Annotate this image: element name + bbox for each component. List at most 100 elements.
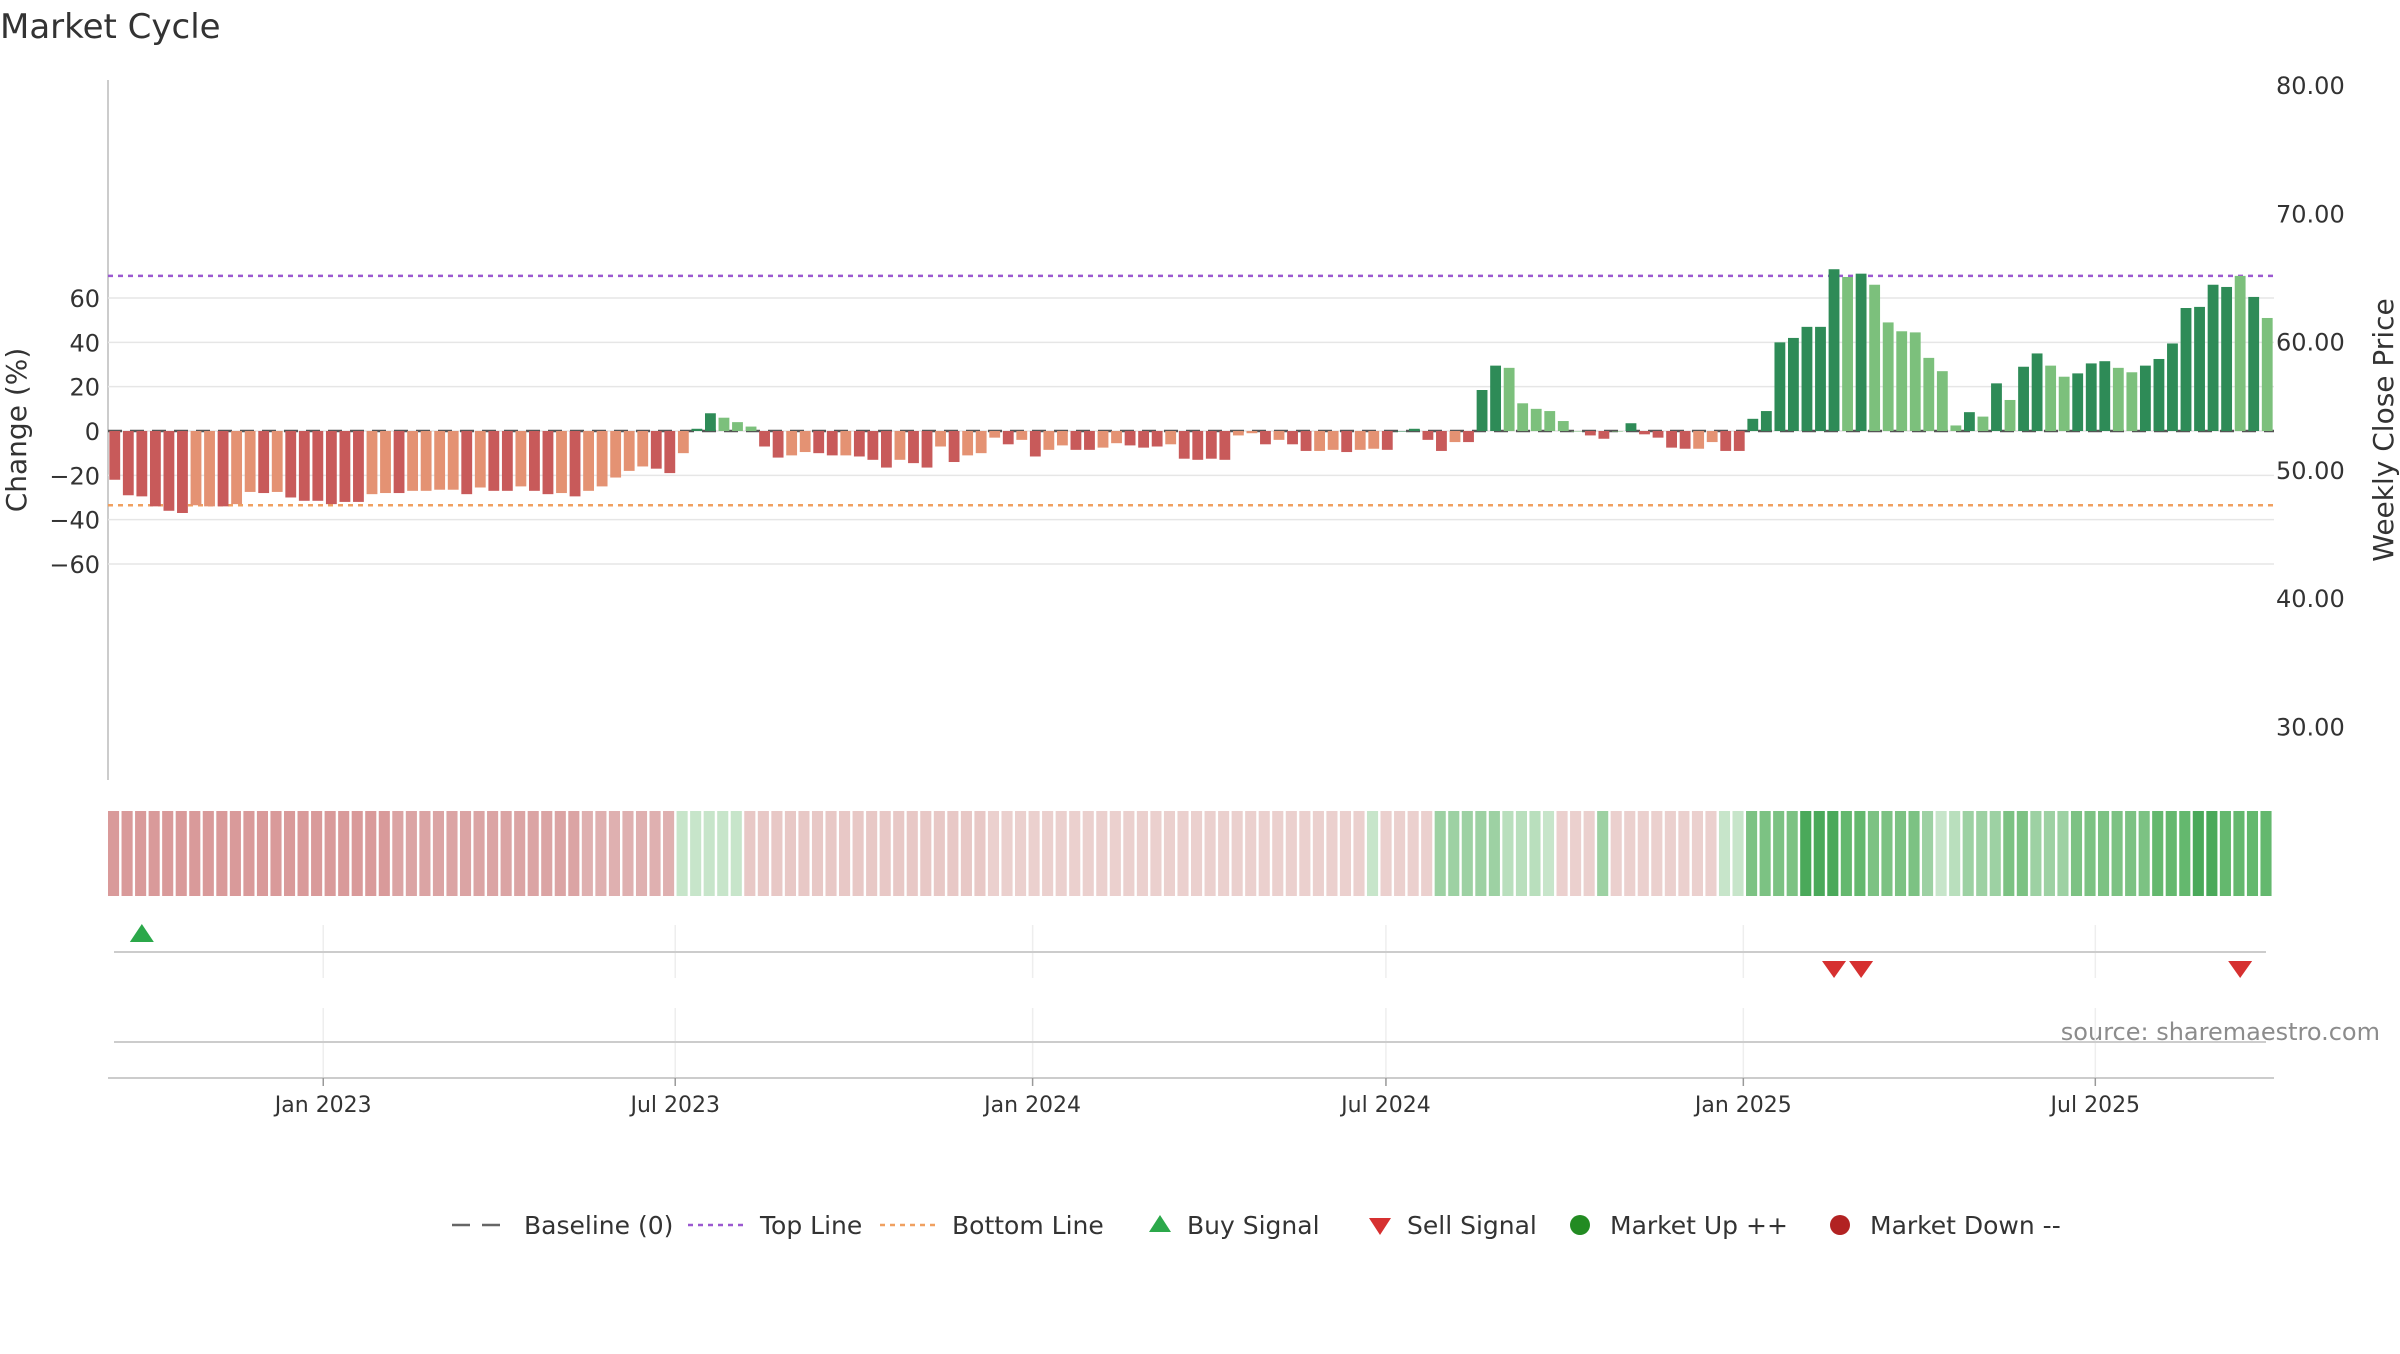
heat-strip-cell (297, 811, 309, 896)
heat-strip (108, 811, 2272, 896)
heat-strip-cell (622, 811, 634, 896)
heat-strip-cell (1042, 811, 1054, 896)
change-bar (1314, 431, 1326, 451)
change-bar (461, 431, 473, 495)
change-bar (786, 431, 798, 456)
change-bar (1977, 416, 1989, 431)
change-bar (569, 431, 581, 497)
heat-strip-cell (1177, 811, 1189, 896)
heat-strip-cell (1258, 811, 1270, 896)
heat-strip-cell (1597, 811, 1609, 896)
heat-strip-cell (595, 811, 607, 896)
change-bar (393, 431, 405, 494)
heat-strip-cell (2192, 811, 2204, 896)
heat-strip-cell (798, 811, 810, 896)
reference-lines (108, 274, 2274, 507)
y-tick-label: −20 (49, 462, 100, 490)
legend-label: Market Up ++ (1610, 1211, 1788, 1240)
change-bar (732, 422, 743, 431)
heat-strip-cell (135, 811, 147, 896)
change-bar (1963, 412, 1975, 431)
change-bar (975, 431, 987, 454)
change-bar (325, 431, 337, 505)
heat-strip-cell (784, 811, 796, 896)
heat-strip-cell (1218, 811, 1230, 896)
heat-strip-cell (270, 811, 282, 896)
change-bar (204, 431, 215, 507)
change-bar (231, 431, 243, 505)
change-bar (921, 431, 933, 468)
y2-tick-label: 40.00 (2276, 585, 2345, 613)
heat-strip-cell (690, 811, 702, 896)
heat-strip-cell (473, 811, 485, 896)
change-bar (2194, 306, 2205, 431)
heat-strip-cell (2125, 811, 2137, 896)
y2-tick-label: 80.00 (2276, 72, 2345, 100)
heat-strip-cell (500, 811, 512, 896)
change-bar (1341, 431, 1353, 453)
signal-panel (114, 924, 2266, 1078)
change-bar (1747, 418, 1759, 431)
x-tick-label: Jan 2025 (1693, 1093, 1792, 1118)
change-bar (177, 431, 188, 513)
heat-strip-cell (974, 811, 986, 896)
heat-strip-cell (338, 811, 350, 896)
change-bar (745, 426, 757, 431)
change-bar (122, 431, 134, 496)
heat-strip-cell (2219, 811, 2231, 896)
heat-strip-cell (1421, 811, 1433, 896)
heat-strip-cell (1434, 811, 1446, 896)
change-bar (1693, 431, 1705, 449)
grid-lines (107, 80, 2274, 780)
heat-strip-cell (256, 811, 269, 896)
change-bar (1530, 408, 1542, 431)
change-bar (1368, 431, 1380, 449)
change-bar (1571, 431, 1583, 432)
heat-strip-cell (1515, 811, 1527, 896)
heat-strip-cell (852, 811, 864, 896)
heat-strip-cell (1759, 811, 1771, 896)
heat-strip-cell (2003, 811, 2015, 896)
legend-label: Baseline (0) (524, 1211, 673, 1240)
heat-strip-cell (839, 811, 851, 896)
change-bar (1544, 411, 1556, 431)
change-bar (529, 431, 540, 491)
change-bar (474, 431, 486, 488)
change-bar (1205, 431, 1217, 459)
heat-strip-cell (2246, 811, 2259, 896)
heat-strip-cell (1827, 811, 1839, 896)
change-bar (1084, 431, 1095, 450)
change-bar (826, 431, 838, 456)
heat-strip-cell (649, 811, 661, 896)
change-bar (1503, 367, 1515, 431)
heat-strip-cell (1245, 811, 1257, 896)
y-tick-label: 60 (69, 285, 100, 313)
legend-label: Buy Signal (1187, 1211, 1320, 1240)
change-bar (759, 431, 770, 447)
change-bar (1408, 428, 1420, 431)
x-tick-label: Jul 2024 (1339, 1093, 1431, 1118)
x-tick-label: Jan 2023 (273, 1093, 372, 1118)
heat-strip-cell (405, 811, 417, 896)
heat-strip-cell (1935, 811, 1947, 896)
heat-strip-cell (1718, 811, 1731, 896)
change-bar (2221, 286, 2233, 431)
heat-strip-cell (432, 811, 444, 896)
heat-strip-cell (893, 811, 905, 896)
heat-strip-cell (1488, 811, 1500, 896)
triangle-up-icon (1149, 1215, 1171, 1232)
heat-strip-cell (757, 811, 769, 896)
legend-item: Market Down -- (1830, 1211, 2061, 1240)
heat-strip-cell (1353, 811, 1365, 896)
y-axis-label: Change (%) (0, 348, 33, 513)
heat-strip-cell (392, 811, 404, 896)
change-bar (623, 431, 635, 471)
heat-strip-cell (1989, 811, 2001, 896)
heat-strip-cell (2152, 811, 2164, 896)
heat-strip-cell (1326, 811, 1338, 896)
heat-strip-cell (744, 811, 756, 896)
heat-strip-cell (1475, 811, 1487, 896)
heat-strip-cell (703, 811, 715, 896)
heat-strip-cell (920, 811, 932, 896)
change-bar (853, 431, 865, 457)
